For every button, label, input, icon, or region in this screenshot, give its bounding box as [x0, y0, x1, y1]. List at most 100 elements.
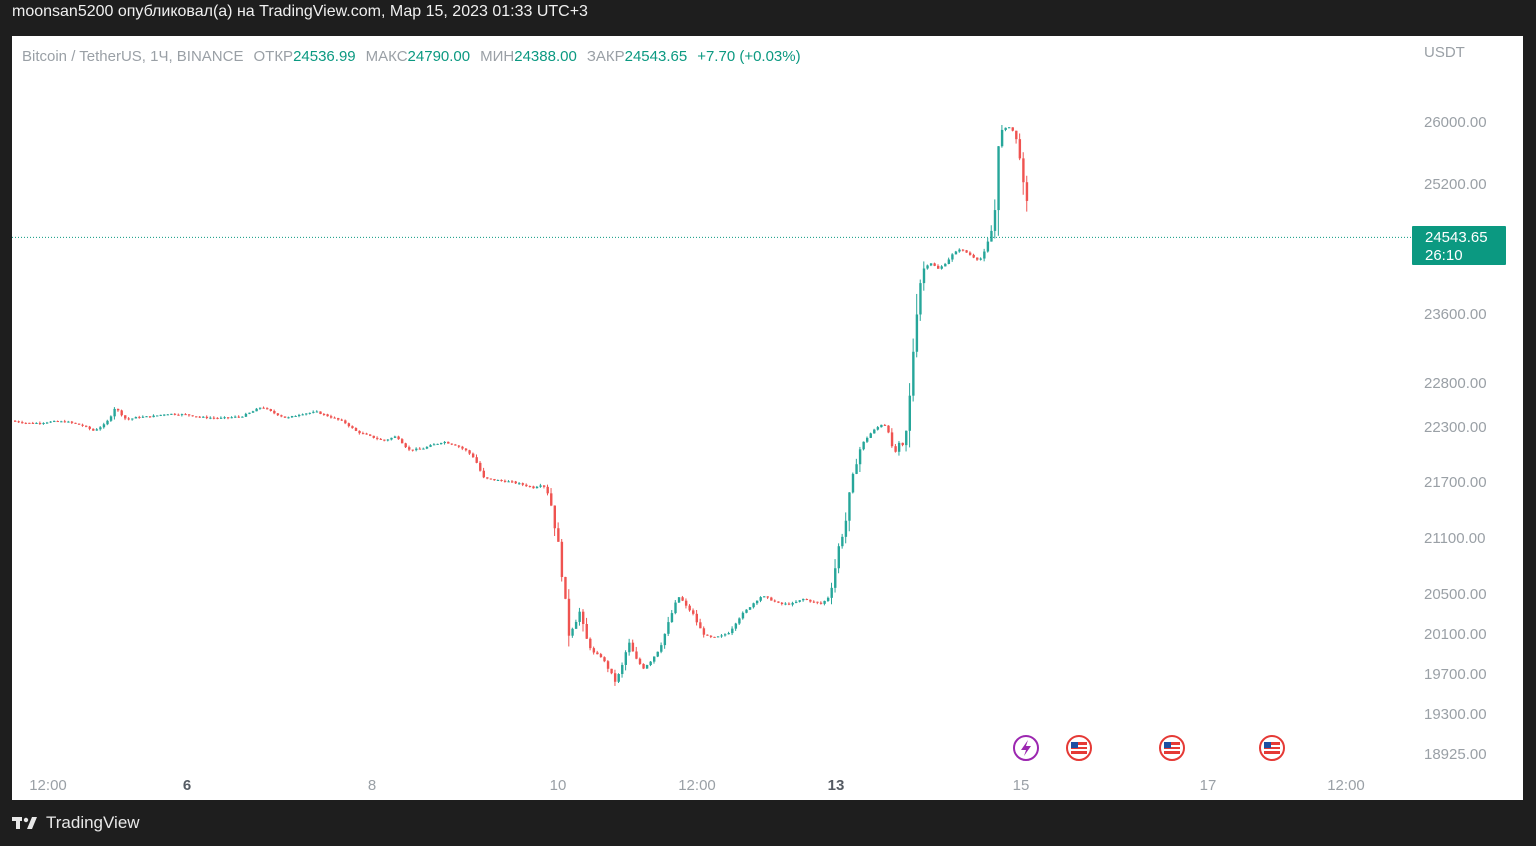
- candle-body: [787, 603, 791, 605]
- candle-body: [905, 430, 908, 446]
- candle-body: [124, 415, 127, 419]
- candle-body: [894, 446, 897, 452]
- candle-body: [127, 418, 130, 420]
- candle-body: [791, 602, 794, 605]
- candle-body: [582, 611, 585, 625]
- candle-body: [610, 668, 613, 674]
- brand-name: TradingView: [46, 813, 140, 832]
- candle-body: [848, 492, 851, 521]
- candle-body: [667, 622, 670, 634]
- candle-body: [819, 602, 823, 604]
- candle-body: [450, 443, 454, 445]
- y-axis-currency: USDT: [1424, 44, 1465, 61]
- us-flag-event-icon[interactable]: [1066, 735, 1092, 761]
- candle-body: [273, 410, 276, 414]
- candle-body: [500, 480, 503, 482]
- close-value: 24543.65: [624, 48, 688, 65]
- candle-body: [699, 622, 702, 629]
- symbol-label[interactable]: Bitcoin / TetherUS, 1Ч, BINANCE: [22, 48, 244, 65]
- candle-body: [553, 505, 556, 529]
- candle-body: [134, 416, 138, 419]
- candle-body: [826, 597, 830, 601]
- candle-body: [976, 257, 979, 260]
- candle-body: [720, 635, 723, 637]
- candle-body: [333, 417, 336, 419]
- candle-body: [734, 623, 738, 629]
- candle-body: [557, 528, 560, 542]
- lightning-event-icon[interactable]: [1013, 735, 1039, 761]
- candle-body: [1000, 129, 1004, 147]
- x-tick-label: 17: [1200, 777, 1217, 794]
- candle-body: [81, 424, 84, 426]
- price-tag-value: 24543.65: [1425, 229, 1488, 246]
- candle-body: [692, 610, 695, 614]
- us-flag-event-icon[interactable]: [1159, 735, 1185, 761]
- candle-body: [468, 450, 471, 454]
- candlestick-chart[interactable]: USDT 26000.00 25200.00 23600.00 22800.00 223…: [12, 36, 1523, 800]
- candle-body: [528, 486, 532, 488]
- footer-brand[interactable]: TradingView: [12, 808, 140, 838]
- candle-body: [677, 597, 681, 603]
- price-tag: 24543.65 26:10: [1412, 226, 1506, 265]
- candle-body: [230, 417, 233, 419]
- y-tick-label: 22800.00: [1424, 375, 1487, 392]
- us-flag-event-icon[interactable]: [1259, 735, 1285, 761]
- candle-body: [219, 417, 223, 419]
- candle-body: [67, 421, 70, 423]
- candle-body: [876, 427, 880, 430]
- candle-body: [397, 436, 400, 440]
- candle-body: [418, 448, 422, 450]
- candle-body: [624, 652, 627, 665]
- candle-body: [116, 408, 120, 411]
- candle-body: [795, 601, 798, 603]
- candle-body: [141, 416, 145, 418]
- candle-body: [120, 410, 123, 416]
- candle-body: [585, 624, 588, 639]
- candle-body: [940, 266, 943, 269]
- candle-body: [49, 421, 52, 423]
- candle-body: [244, 413, 248, 417]
- candle-body: [642, 663, 645, 669]
- y-tick-label: 22300.00: [1424, 419, 1487, 436]
- candle-body: [915, 314, 919, 352]
- candle-body: [880, 424, 883, 428]
- candle-body: [106, 420, 109, 425]
- candle-body: [42, 422, 45, 424]
- candle-body: [617, 674, 620, 682]
- candle-body: [951, 254, 954, 260]
- tradingview-logo-icon: [12, 817, 37, 829]
- candle-body: [443, 441, 446, 444]
- candle-body: [432, 444, 436, 446]
- candle-body: [688, 605, 691, 611]
- candle-body: [745, 609, 748, 613]
- candle-body: [496, 480, 500, 482]
- candle-body: [1008, 127, 1011, 129]
- candle-body: [493, 478, 496, 481]
- x-tick-label: 15: [1013, 777, 1030, 794]
- candle-body: [390, 437, 393, 440]
- candle-body: [727, 633, 730, 635]
- candle-body: [276, 413, 280, 416]
- candle-body: [358, 430, 361, 434]
- candle-body: [663, 633, 667, 646]
- event-markers[interactable]: [1013, 735, 1285, 761]
- candle-body: [631, 642, 635, 652]
- candle-body: [198, 416, 201, 418]
- candles-layer: [14, 125, 1029, 686]
- candle-body: [933, 263, 936, 266]
- candle-body: [724, 634, 727, 636]
- candle-body: [28, 422, 31, 424]
- candle-body: [855, 464, 858, 474]
- candle-body: [1015, 130, 1018, 140]
- candle-body: [148, 416, 152, 418]
- candle-body: [319, 411, 322, 414]
- candle-body: [305, 413, 308, 415]
- x-tick-label: 6: [183, 777, 191, 794]
- candle-body: [883, 424, 887, 426]
- candle-body: [209, 417, 212, 419]
- y-tick-label: 20100.00: [1424, 626, 1487, 643]
- candle-body: [486, 477, 489, 479]
- candle-body: [205, 416, 209, 419]
- candle-body: [773, 600, 777, 602]
- chart-panel[interactable]: USDT 26000.00 25200.00 23600.00 22800.00 223…: [12, 36, 1523, 800]
